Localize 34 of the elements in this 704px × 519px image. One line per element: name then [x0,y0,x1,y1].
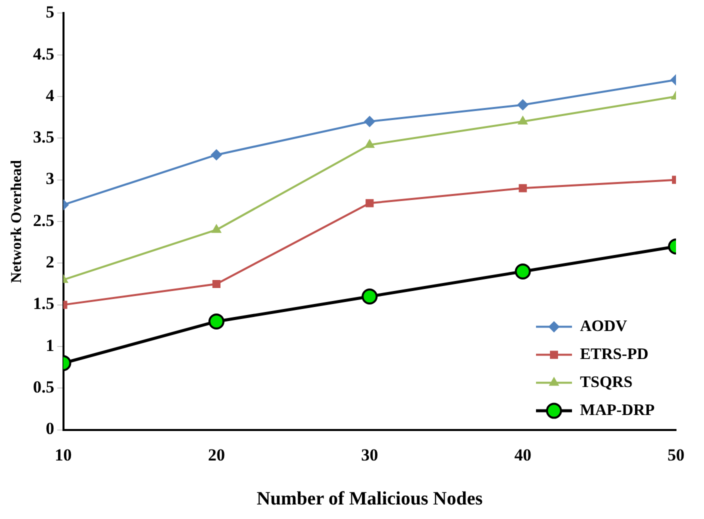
x-tick-label: 40 [514,445,532,464]
y-tick-label: 2 [46,252,54,272]
point [366,199,374,208]
y-tick-label: 3 [46,169,54,188]
y-axis-title: Network Overhead [8,159,25,283]
point [364,116,376,128]
point [212,280,220,288]
y-tick-label: 4.5 [33,44,54,64]
point [517,99,528,110]
legend-label: ETRS-PD [580,346,648,363]
legend-label: MAP-DRP [580,402,655,419]
y-tick-label: 1 [46,336,54,355]
point [514,263,531,280]
y-tick-label: 1.5 [33,294,54,314]
x-tick-label: 30 [361,445,378,464]
point [364,139,374,148]
point [212,224,222,233]
legend-label: TSQRS [580,374,633,391]
x-tick-label: 50 [668,445,684,464]
y-tick-label: 3.5 [33,128,54,147]
point [362,288,378,304]
y-tick-label: 4 [46,86,55,105]
point [518,184,527,192]
x-tick-label: 20 [208,445,225,464]
y-tick-label: 5 [46,2,54,22]
x-tick-label: 10 [54,445,72,464]
point [210,149,222,160]
legend-label: AODV [580,318,628,335]
y-tick-label: 0.5 [33,378,54,397]
x-axis-title: Number of Malicious Nodes [256,488,483,510]
point [518,116,528,125]
y-tick-label: 2.5 [33,210,54,230]
point [208,313,224,330]
y-tick-label: 0 [46,419,54,438]
